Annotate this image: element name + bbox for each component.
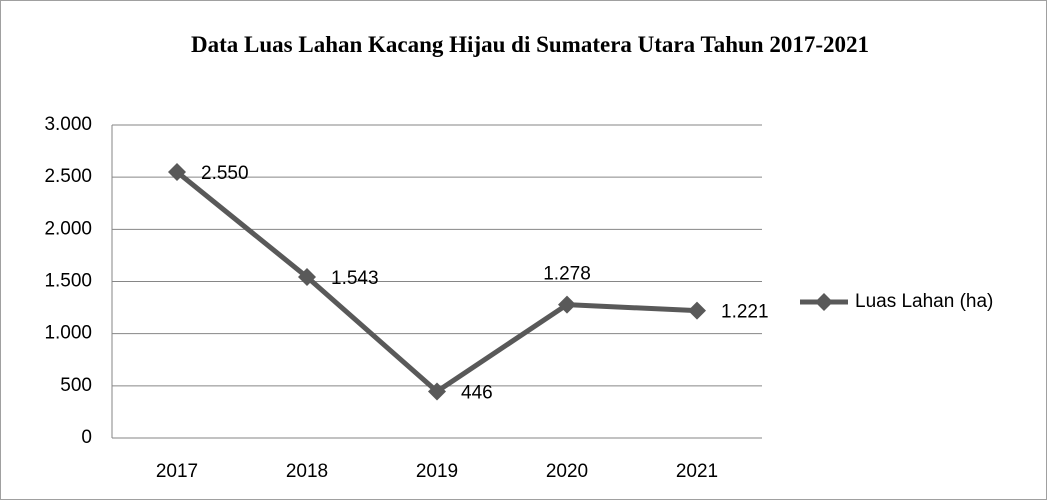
y-tick-label: 0	[81, 427, 92, 448]
legend-marker	[815, 293, 833, 311]
data-label: 1.221	[721, 302, 769, 323]
legend-label: Luas Lahan (ha)	[855, 291, 993, 312]
x-tick-label: 2017	[156, 461, 198, 482]
point-marker	[688, 301, 706, 320]
y-tick-label: 1.000	[44, 323, 92, 344]
point-marker	[168, 162, 186, 181]
point-marker	[298, 268, 316, 287]
data-label: 1.543	[331, 268, 379, 289]
y-tick-label: 500	[60, 375, 92, 396]
data-label: 1.278	[543, 264, 591, 285]
x-tick-label: 2018	[286, 461, 328, 482]
point-marker	[558, 295, 576, 314]
x-tick-label: 2021	[676, 461, 718, 482]
y-tick-label: 3.000	[44, 114, 92, 135]
chart-title: Data Luas Lahan Kacang Hijau di Sumatera…	[191, 32, 869, 57]
y-tick-label: 2.500	[44, 166, 92, 187]
point-marker	[428, 382, 446, 401]
y-tick-label: 1.500	[44, 271, 92, 292]
data-label: 446	[461, 382, 493, 403]
x-tick-label: 2019	[416, 461, 458, 482]
x-tick-label: 2020	[546, 461, 588, 482]
data-label: 2.550	[201, 163, 249, 184]
y-tick-label: 2.000	[44, 218, 92, 239]
